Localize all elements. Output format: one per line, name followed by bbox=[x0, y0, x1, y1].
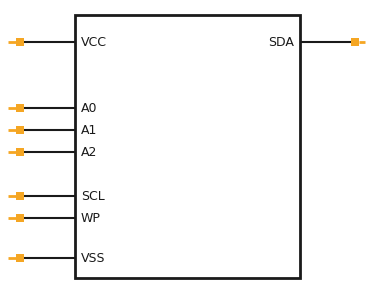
Text: VSS: VSS bbox=[81, 252, 106, 265]
Text: A0: A0 bbox=[81, 102, 97, 115]
Bar bbox=[351, 38, 359, 46]
Bar bbox=[16, 254, 24, 262]
Bar bbox=[16, 126, 24, 134]
Bar bbox=[75, 15, 300, 278]
Bar bbox=[16, 214, 24, 222]
Text: SDA: SDA bbox=[268, 36, 294, 49]
Bar bbox=[16, 148, 24, 156]
Text: VCC: VCC bbox=[81, 36, 107, 49]
Bar bbox=[16, 192, 24, 200]
Text: WP: WP bbox=[81, 212, 101, 224]
Bar bbox=[16, 104, 24, 112]
Text: A1: A1 bbox=[81, 123, 97, 136]
Text: SCL: SCL bbox=[81, 189, 105, 202]
Text: A2: A2 bbox=[81, 146, 97, 158]
Bar bbox=[16, 38, 24, 46]
